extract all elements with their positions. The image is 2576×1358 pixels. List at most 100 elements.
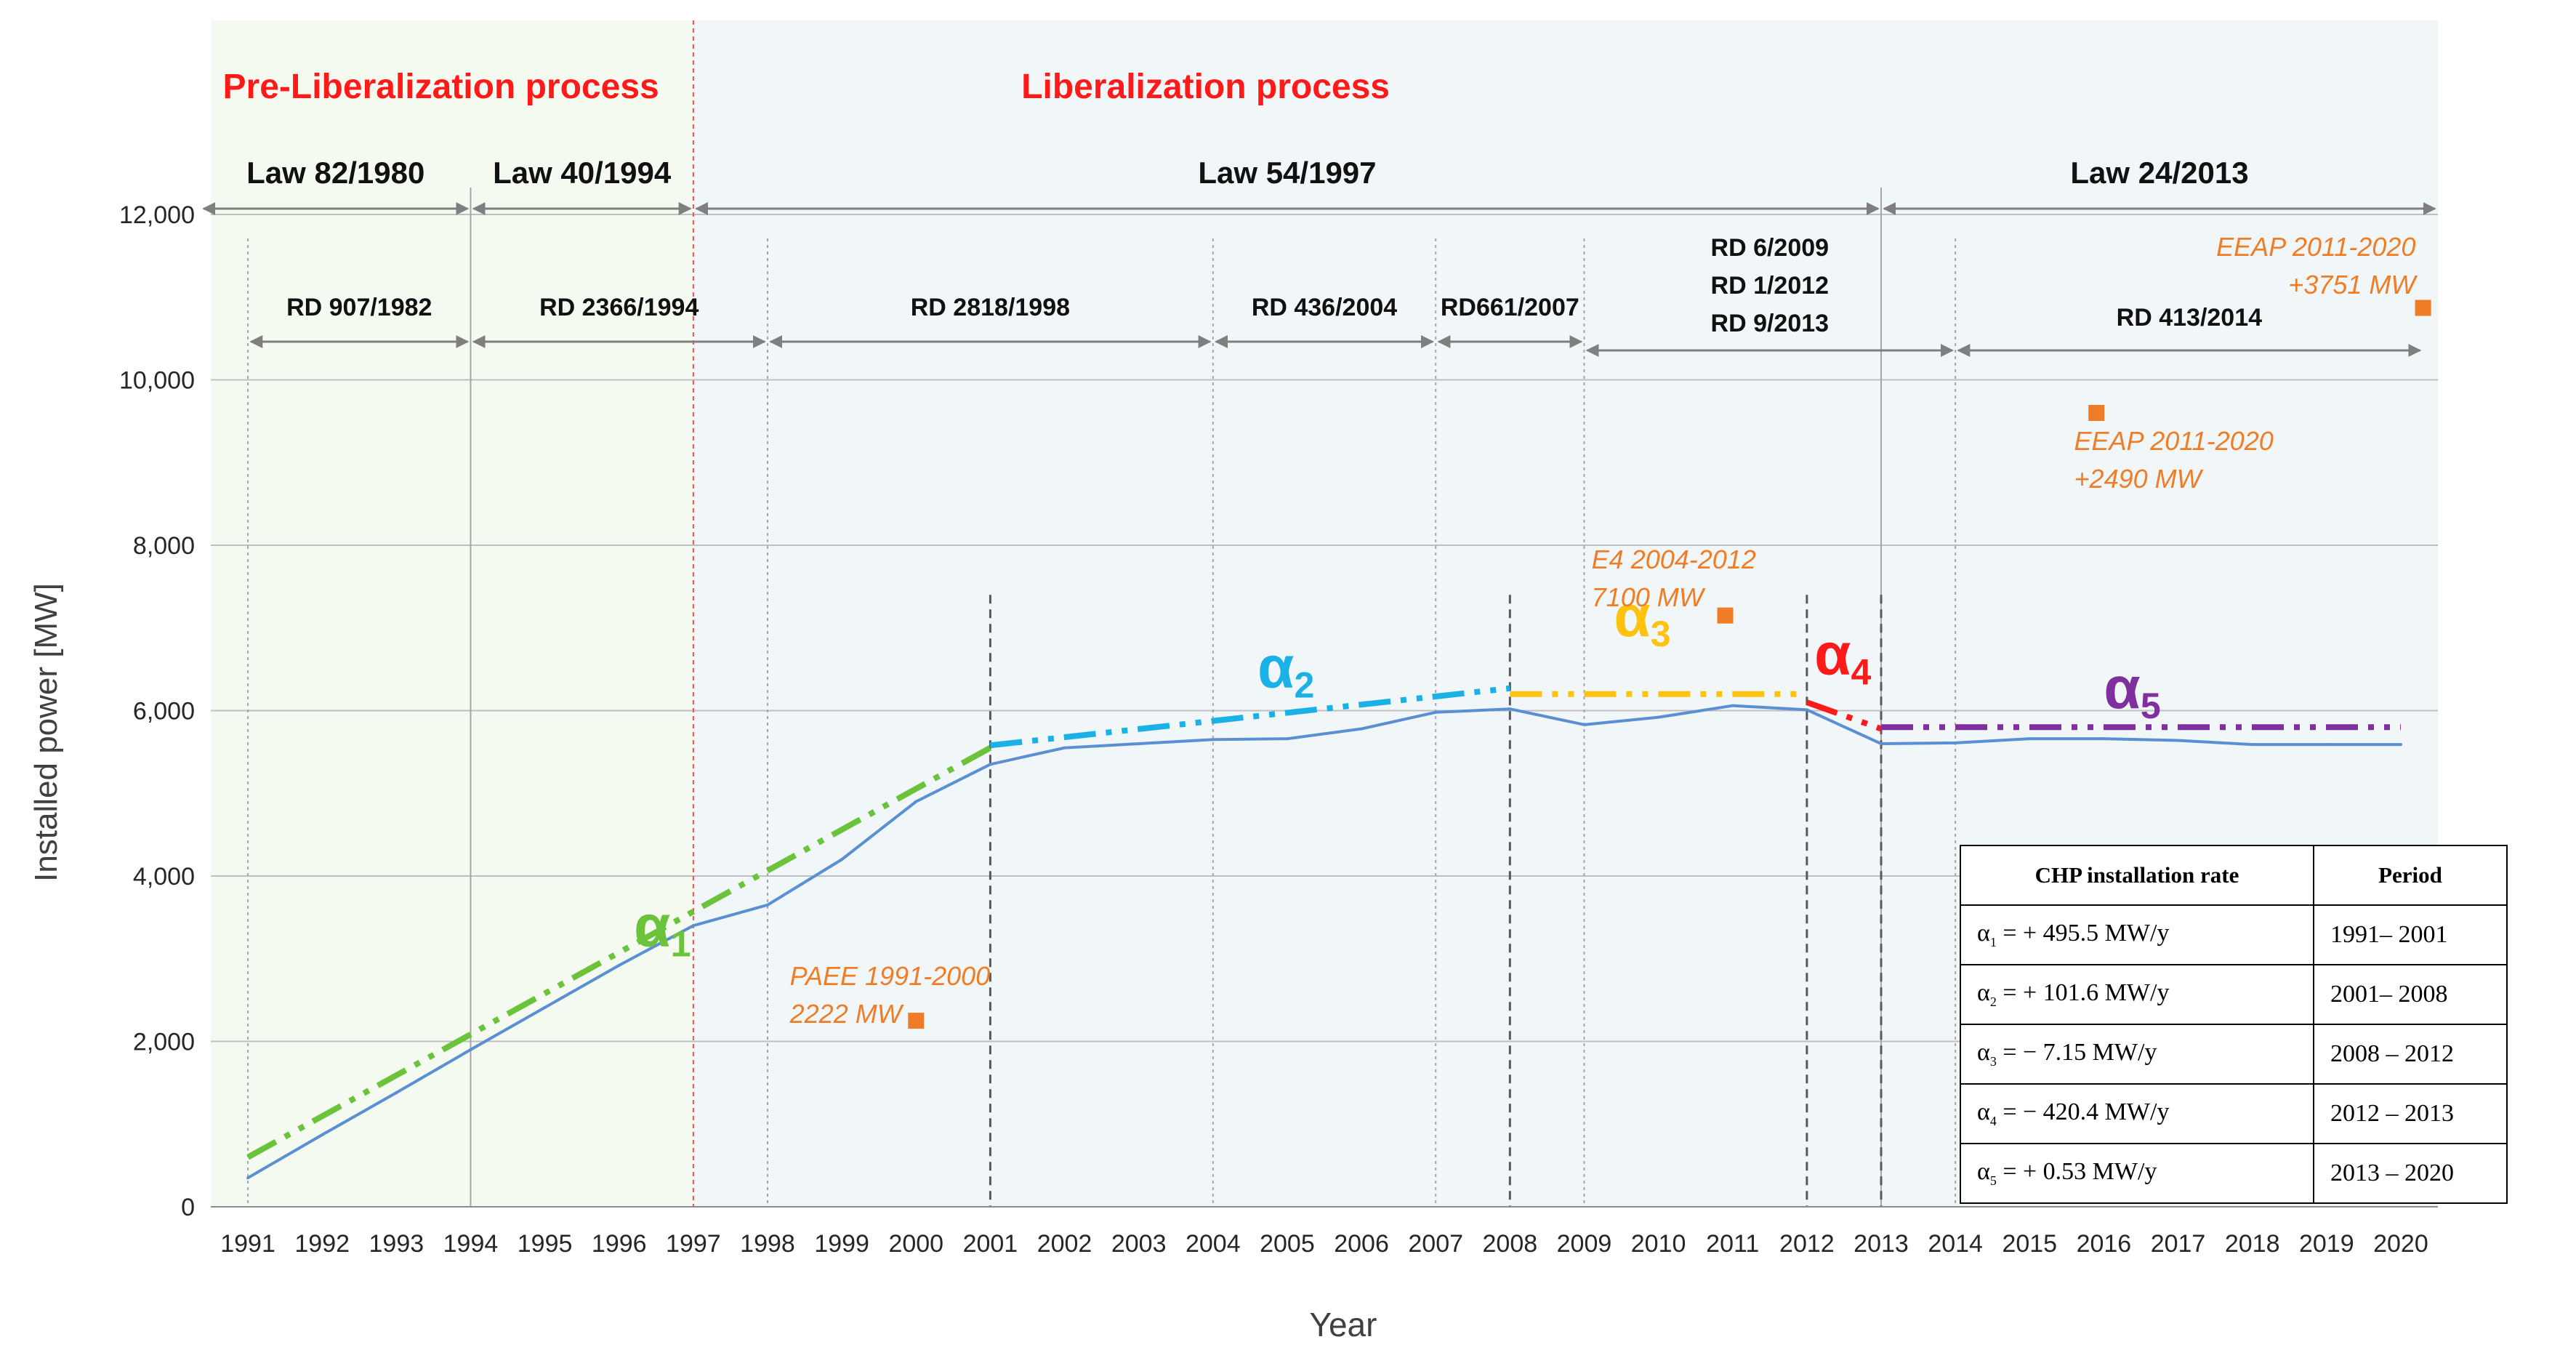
period-cell: 2001– 2008 [2313,964,2508,1025]
law-label: Law 54/1997 [1198,156,1376,190]
x-tick-label: 2007 [1408,1230,1463,1258]
rate-value: = − 7.15 MW/y [2003,1039,2157,1066]
decree-label: RD 2818/1998 [911,294,1070,321]
decree-label: RD661/2007 [1441,294,1579,321]
period-cell: 1991– 2001 [2313,904,2508,965]
y-tick-label: 12,000 [119,201,195,229]
header-rate: CHP installation rate [1960,845,2314,906]
alpha-symbol: α [1814,621,1851,687]
x-tick-label: 2009 [1557,1230,1612,1258]
series-point [1360,727,1364,731]
year-dividers-layer [247,20,1957,1207]
x-tick-label: 2008 [1483,1230,1538,1258]
table-row: α4 = − 420.4 MW/y 2012 – 2013 [1960,1083,2508,1144]
rate-cell: α1 = + 495.5 MW/y [1960,904,2314,965]
alpha-symbol: α [1977,920,1990,947]
y-axis-title: Installed power [MW] [28,583,64,882]
x-tick-label: 2014 [1928,1230,1983,1258]
series-point [2102,737,2106,741]
series-point [2325,743,2328,747]
x-tick-label: 2018 [2225,1230,2280,1258]
decree-label: RD 436/2004 [1252,294,1397,321]
alpha-symbol: α [634,893,670,960]
rate-cell: α2 = + 101.6 MW/y [1960,964,2314,1025]
alpha-symbol: α [1977,979,1990,1007]
series-point [2250,743,2254,747]
decree-label: RD 907/1982 [286,294,432,321]
y-tick-label: 0 [181,1194,195,1221]
alpha-index: 5 [2141,686,2161,726]
table-header-row: CHP installation rate Period [1960,845,2508,906]
header-period: Period [2313,845,2508,906]
target-annotation: +3751 MW [2288,270,2418,300]
x-tick-label: 2003 [1111,1230,1167,1258]
y-tick-label: 2,000 [133,1029,195,1056]
period-cell: 2008 – 2012 [2313,1024,2508,1085]
series-point [1508,707,1512,711]
alpha-index: 1 [671,924,691,965]
series-point [543,1005,547,1009]
x-tick-label: 1991 [220,1230,275,1258]
law-label: Law 40/1994 [493,156,672,190]
series-point [1582,723,1586,726]
x-tick-label: 2017 [2151,1230,2206,1258]
series-line-installed-power [247,704,2401,1179]
series-point [1211,738,1215,742]
target-annotation: +2490 MW [2074,464,2204,494]
series-point [2028,737,2032,741]
x-tick-label: 2016 [2077,1230,2132,1258]
series-point [1731,704,1734,707]
series-point [840,858,844,861]
target-annotation: 2222 MW [789,999,904,1029]
x-tick-label: 1992 [294,1230,350,1258]
series-point [1657,715,1660,719]
target-marker [908,1013,925,1029]
law-label: Law 82/1980 [246,156,424,190]
rate-value: = − 420.4 MW/y [2003,1098,2170,1126]
x-tick-label: 2020 [2373,1230,2428,1258]
series-point [617,963,621,967]
alpha-symbol: α [1257,635,1294,701]
series-point [691,924,695,928]
series-point [1805,708,1808,712]
axes-layer: 0 2,000 4,000 6,000 8,000 10,000 12,000 1991 199… [28,201,2438,1343]
alpha-symbol: α [2104,655,2140,721]
series-point [914,800,918,803]
y-tick-label: 10,000 [119,367,195,395]
y-tick-label: 8,000 [133,532,195,560]
period-cell: 2013 – 2020 [2313,1143,2508,1204]
x-axis-title: Year [1310,1306,1377,1343]
alpha-index: 4 [1851,651,1872,692]
series-point [246,1176,250,1180]
series-point [2176,739,2180,742]
target-marker [1717,607,1734,624]
era-label: Liberalization process [1021,68,1390,106]
x-tick-label: 1999 [814,1230,869,1258]
decree-label: RD 413/2014 [2117,304,2262,332]
target-markers-layer: PAEE 1991-2000 2222 MW E4 2004-2012 7100 MW… [789,232,2431,1029]
alpha-symbol: α [1977,1098,1990,1126]
rate-cell: α4 = − 420.4 MW/y [1960,1083,2314,1144]
rate-cell: α3 = − 7.15 MW/y [1960,1024,2314,1085]
legislation-annotations-layer: Pre-Liberalization process Liberalization… [202,68,2436,357]
trend-label-α2: α2 [1257,635,1314,706]
series-point [2399,743,2402,747]
series-point [989,763,992,766]
series-point [469,1048,472,1051]
target-annotation: 7100 MW [1592,582,1706,612]
x-tick-label: 2000 [888,1230,943,1258]
alpha-index: 4 [1989,1113,1997,1128]
decree-label: RD 9/2013 [1711,310,1830,337]
x-tick-label: 1995 [518,1230,573,1258]
x-tick-label: 2013 [1853,1230,1909,1258]
x-tick-label: 2019 [2299,1230,2354,1258]
law-label: Law 24/2013 [2070,156,2248,190]
alpha-index: 3 [1651,614,1671,654]
x-tick-label: 2005 [1260,1230,1315,1258]
table-row: α2 = + 101.6 MW/y 2001– 2008 [1960,964,2508,1025]
alpha-index: 3 [1989,1053,1997,1069]
x-tick-label: 1993 [369,1230,424,1258]
rate-value: = + 495.5 MW/y [2003,920,2170,947]
x-tick-label: 2011 [1706,1230,1759,1258]
alpha-index: 2 [1989,994,1997,1009]
